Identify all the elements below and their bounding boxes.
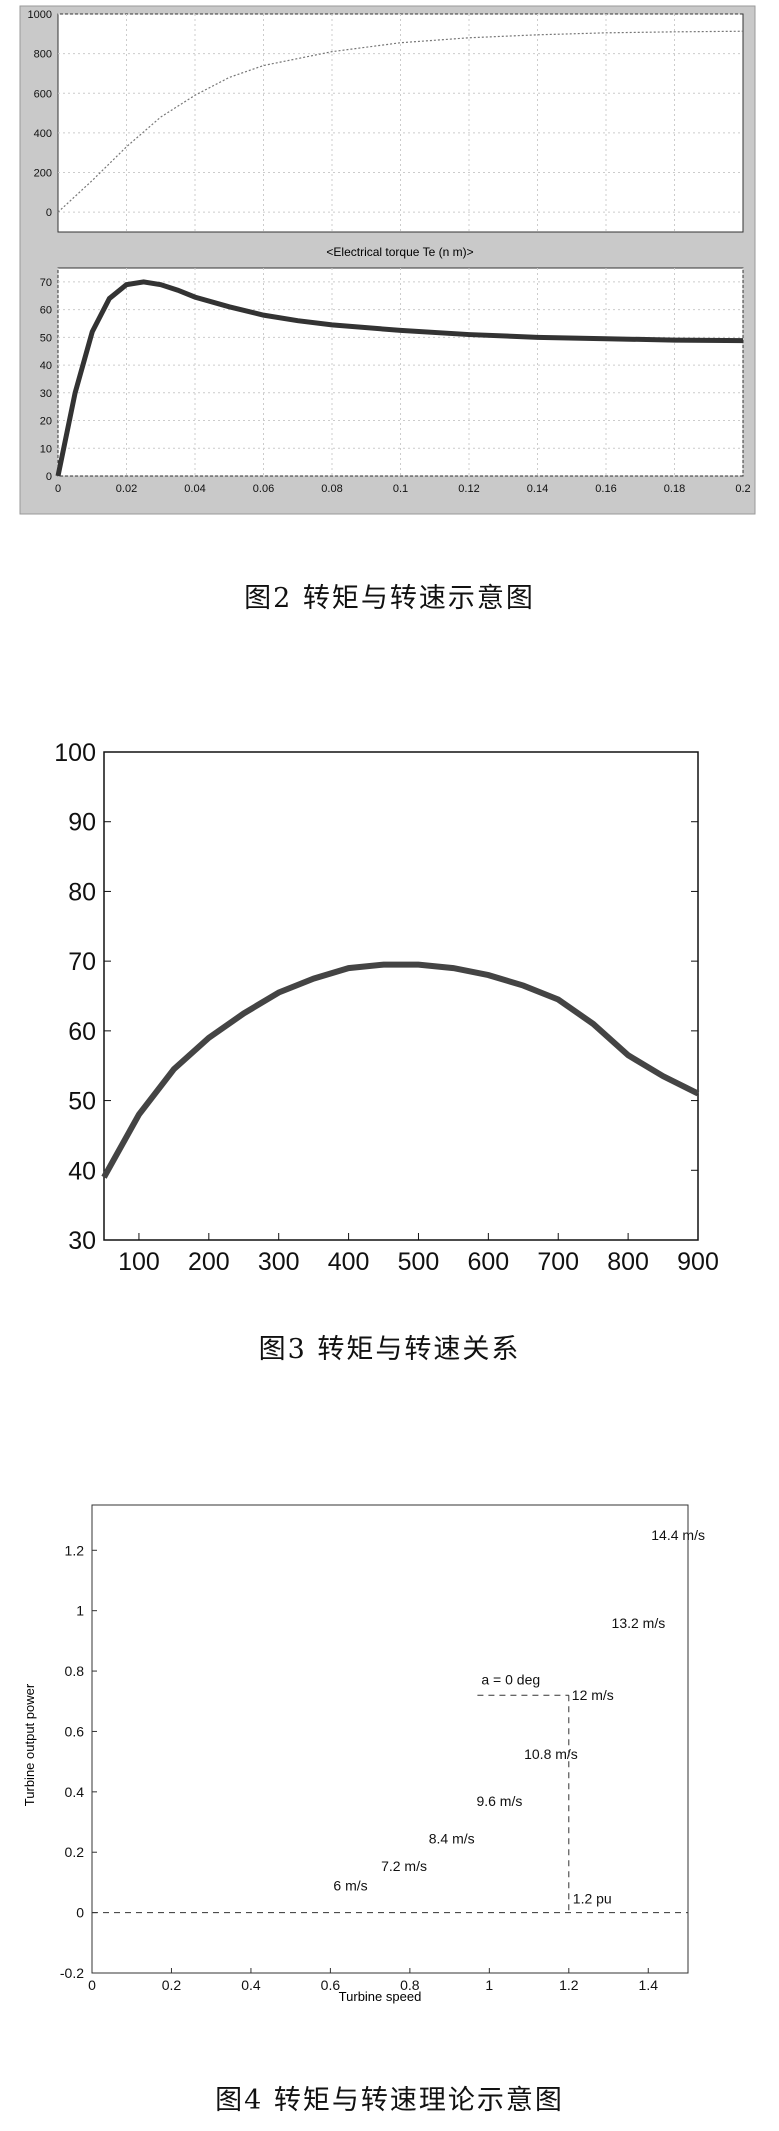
fig4-ytick-label: 0.4 [65,1784,85,1800]
figure-4: 1.210.80.60.40.20-0.2 0 0.2 0.4 0.6 0.8 1 1.2 1… [22,1504,705,2004]
fig4-xtick-label: 0.6 [321,1977,341,1993]
fig4-pu-annotation: 1.2 pu [573,1891,612,1907]
fig3-xtick-label: 100 [118,1248,160,1276]
fig3-series-line [101,961,700,1179]
fig2-bottom-xtick-label: 0.12 [458,483,479,495]
fig4-ytick-label: 0.8 [65,1663,85,1679]
fig2-bottom-chart: 70 60 50 40 30 20 10 0 0 0.02 0.04 0.06 0.08 0.1 0.12… [40,267,751,495]
fig4-series-label: 9.6 m/s [476,1793,522,1809]
fig4-xtick-label: 1 [485,1977,493,1993]
fig2-bottom-xtick-label: 0.02 [116,483,137,495]
fig2-bottom-ytick-label: 70 [40,277,52,289]
fig2-bottom-ytick-label: 60 [40,305,52,317]
fig4-xtick-label: 1.2 [559,1977,579,1993]
fig3-xtick-label: 700 [537,1248,579,1276]
fig4-series-label: 12 m/s [572,1687,614,1703]
fig2-bottom-xtick-label: 0.06 [253,483,274,495]
fig3-ytick-label: 100 [54,739,96,767]
fig2-bottom-xtick-label: 0.18 [664,483,685,495]
fig2-bottom-ytick-label: 30 [40,388,52,400]
figure-3: 100 90 80 70 60 50 40 30 100 200 300 400 500 600 700 8… [54,739,719,1276]
fig2-top-ytick-label: 200 [34,168,52,180]
fig2-bottom-ytick-label: 20 [40,416,52,428]
fig2-bottom-xtick-label: 0.2 [735,483,750,495]
fig2-bottom-ytick-label: 40 [40,360,52,372]
caption-fig4: 图4 转矩与转速理论示意图 [215,2085,564,2116]
fig2-bottom-xtick-label: 0.1 [393,483,408,495]
fig2-bottom-ytick-label: 0 [46,471,52,483]
caption-fig3: 图3 转矩与转速关系 [258,1334,521,1365]
fig3-ytick-label: 50 [68,1088,96,1116]
fig4-ytick-label: 1.2 [65,1542,85,1558]
fig2-bottom-xtick-label: 0.04 [184,483,205,495]
fig2-bottom-ytick-label: 50 [40,332,52,344]
fig3-ytick-label: 80 [68,878,96,906]
fig3-ytick-label: 40 [68,1157,96,1185]
fig4-xlabel: Turbine speed [339,1989,422,2004]
caption-fig2: 图2 转矩与转速示意图 [244,583,535,614]
fig2-bottom-ytick-label: 10 [40,443,52,455]
fig2-bottom-series-line [55,279,744,477]
fig3-xtick-label: 300 [258,1248,300,1276]
fig4-ylabel: Turbine output power [22,1683,37,1806]
fig4-plot-area [91,1504,689,1974]
fig4-ytick-label: 0.2 [65,1844,85,1860]
fig2-top-ytick-label: 0 [46,207,52,219]
fig2-bottom-xtick-label: 0.14 [527,483,548,495]
fig3-xtick-label: 900 [677,1248,719,1276]
fig2-bottom-xtick-label: 0 [55,483,61,495]
fig2-top-ytick-label: 600 [34,88,52,100]
fig4-series-label: 14.4 m/s [651,1527,705,1543]
fig4-series-label: 10.8 m/s [524,1746,578,1762]
fig2-top-ytick-label: 1000 [28,9,52,21]
fig4-pitch-annotation: a = 0 deg [481,1672,540,1688]
fig4-ytick-label: 0.6 [65,1723,85,1739]
fig3-ytick-label: 90 [68,809,96,837]
fig3-ytick-label: 70 [68,948,96,976]
fig3-ytick-label: 60 [68,1018,96,1046]
fig4-xtick-label: 0.2 [162,1977,182,1993]
fig4-ytick-label: 1 [76,1603,84,1619]
fig2-bottom-title: <Electrical torque Te (n m)> [326,245,473,259]
fig2-top-series-line [57,30,744,213]
fig4-ytick-label: -0.2 [60,1965,84,1981]
fig2-top-ytick-label: 400 [34,128,52,140]
fig3-xtick-label: 500 [398,1248,440,1276]
fig3-xtick-label: 600 [467,1248,509,1276]
fig4-series-label: 13.2 m/s [612,1615,666,1631]
fig4-xtick-label: 0.8 [400,1977,420,1993]
fig3-xtick-label: 200 [188,1248,230,1276]
fig4-series-label: 8.4 m/s [429,1831,475,1847]
fig2-bottom-xtick-label: 0.08 [321,483,342,495]
fig3-ytick-label: 30 [68,1227,96,1255]
fig4-xtick-label: 0.4 [241,1977,261,1993]
fig3-plot-area [103,751,699,1241]
fig2-top-ytick-label: 800 [34,49,52,61]
fig2-top-chart: 1000 800 600 400 200 0 [28,9,744,233]
fig2-bottom-xtick-label: 0.16 [595,483,616,495]
fig2-bottom-plot-area [57,267,744,477]
fig3-xtick-label: 400 [328,1248,370,1276]
fig4-xtick-label: 1.4 [639,1977,659,1993]
fig4-series-label: 7.2 m/s [381,1858,427,1874]
fig4-xtick-label: 0 [88,1977,96,1993]
fig4-ytick-label: 0 [76,1905,84,1921]
fig3-xtick-label: 800 [607,1248,649,1276]
fig4-series-label: 6 m/s [333,1877,367,1893]
